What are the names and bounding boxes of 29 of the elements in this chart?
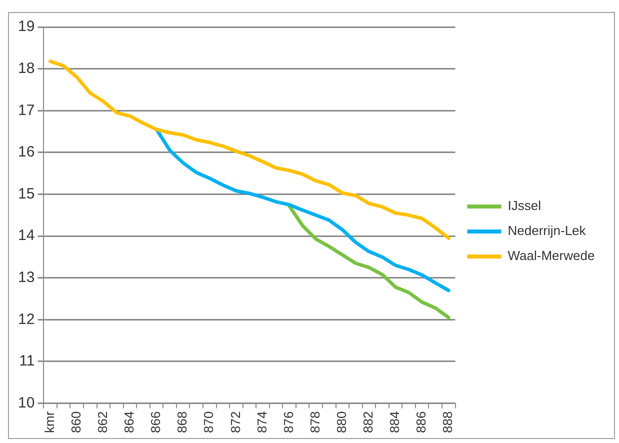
x-tick-label: kmr	[42, 410, 57, 433]
y-tick-label: 16	[18, 144, 35, 161]
y-tick-label: 15	[18, 185, 35, 202]
y-tick-label: 10	[18, 394, 35, 412]
y-tick-label: 11	[19, 352, 35, 370]
legend-label: Nederrijn-Lek	[508, 223, 586, 238]
x-tick-label: 884	[387, 411, 402, 434]
x-tick-label: 878	[307, 411, 322, 434]
y-tick-label: 14	[18, 227, 35, 244]
x-tick-label: 862	[95, 411, 110, 434]
y-tick-label: 13	[18, 269, 35, 286]
x-tick-label: 874	[254, 411, 270, 434]
legend-label: IJssel	[508, 198, 542, 214]
legend-label: Waal-Merwede	[508, 248, 595, 264]
x-tick-label: 886	[414, 411, 429, 434]
x-tick-label: 880	[334, 411, 349, 434]
y-tick-label: 18	[18, 60, 35, 77]
x-tick-label: 860	[68, 411, 84, 434]
x-tick-label: 870	[201, 411, 216, 434]
x-tick-label: 868	[174, 411, 190, 434]
x-tick-label: 882	[360, 411, 376, 434]
y-tick-label: 17	[18, 102, 35, 119]
y-tick-label: 19	[18, 18, 35, 36]
x-tick-label: 864	[122, 411, 137, 434]
x-tick-label: 876	[280, 411, 296, 434]
y-tick-label: 12	[18, 310, 35, 328]
x-tick-label: 888	[440, 411, 456, 434]
x-tick-label: 866	[148, 411, 164, 434]
x-tick-label: 872	[228, 411, 243, 434]
